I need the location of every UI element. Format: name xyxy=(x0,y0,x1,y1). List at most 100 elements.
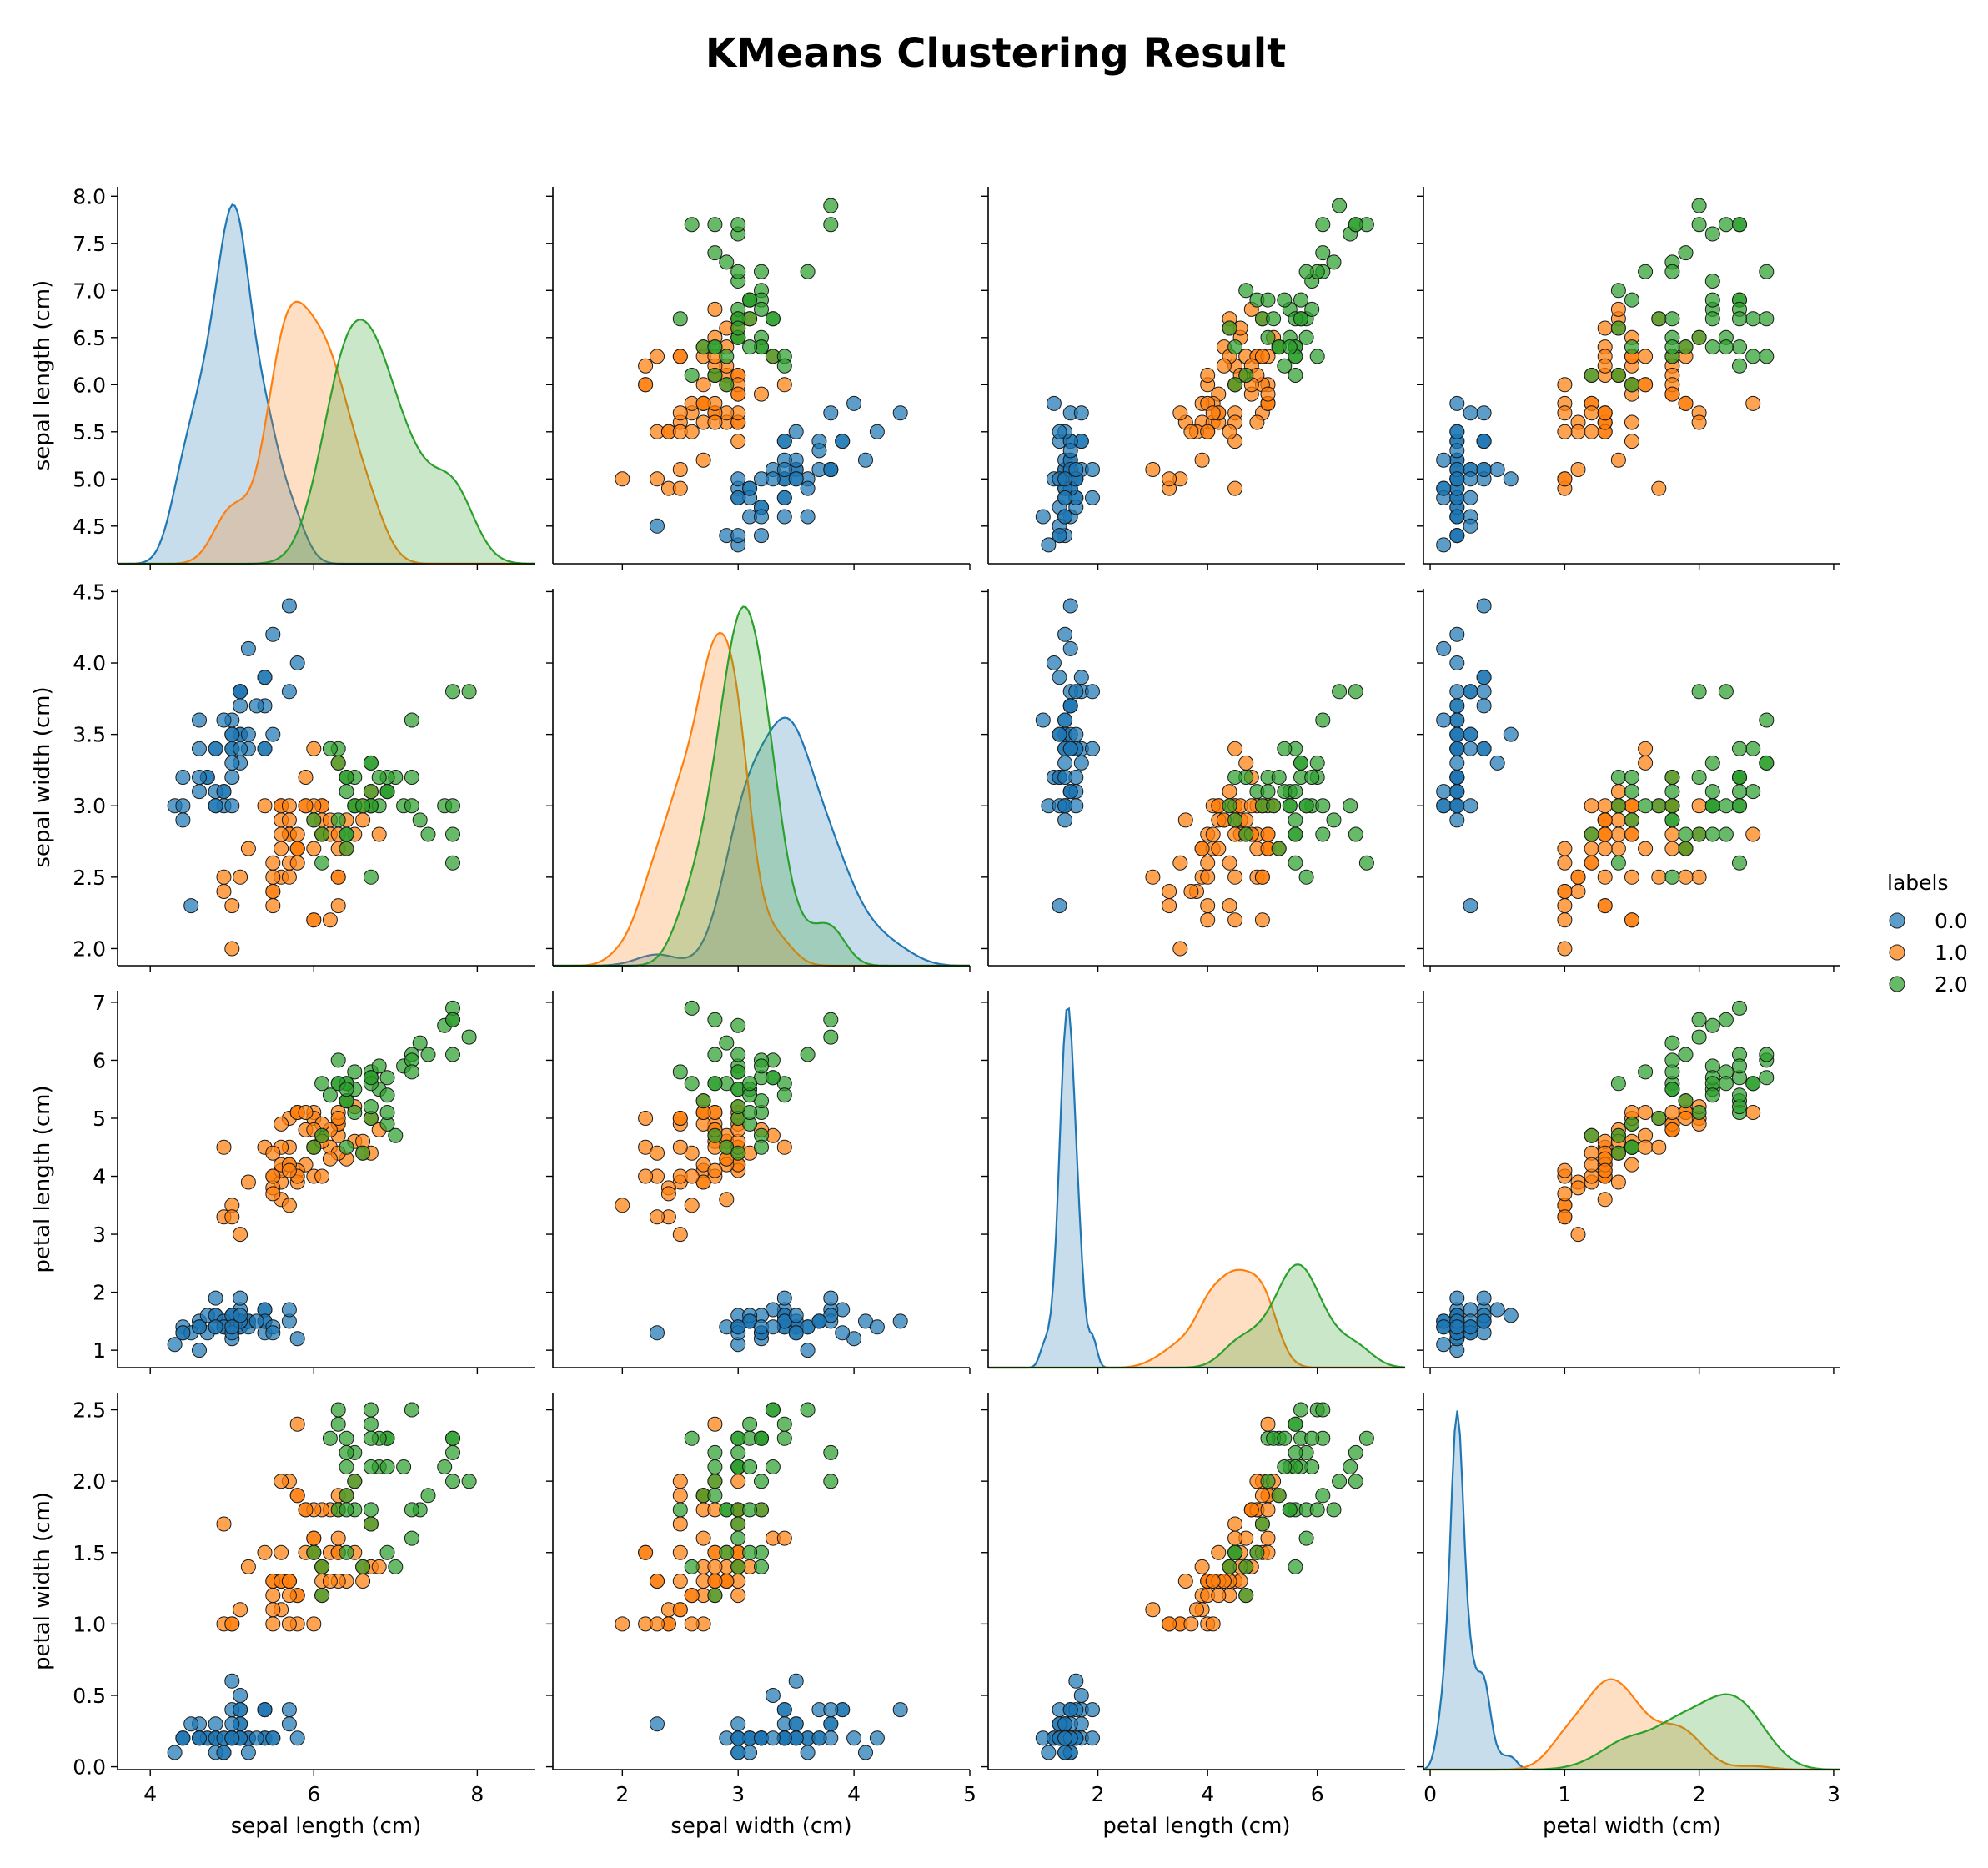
scatter-point-series-0.0 xyxy=(1463,684,1478,700)
scatter-point-series-1.0 xyxy=(330,1111,346,1126)
scatter-point-series-2.0 xyxy=(1759,311,1775,327)
scatter-point-series-1.0 xyxy=(1227,1516,1243,1532)
scatter-point-series-2.0 xyxy=(445,1012,460,1027)
scatter-point-series-2.0 xyxy=(765,311,781,327)
scatter-point-series-1.0 xyxy=(1584,841,1599,856)
scatter-point-series-2.0 xyxy=(404,1064,419,1080)
scatter-point-series-1.0 xyxy=(265,1616,281,1632)
scatter-point-series-2.0 xyxy=(1691,770,1707,785)
scatter-point-series-1.0 xyxy=(1557,884,1573,899)
scatter-point-series-2.0 xyxy=(1227,377,1243,393)
scatter-point-series-2.0 xyxy=(339,1444,354,1460)
scatter-point-series-1.0 xyxy=(1200,855,1216,871)
scatter-point-series-1.0 xyxy=(615,1198,630,1213)
scatter-point-series-0.0 xyxy=(175,1730,191,1746)
scatter-point-series-2.0 xyxy=(1664,869,1680,885)
scatter-point-series-0.0 xyxy=(1449,812,1465,828)
scatter-point-series-0.0 xyxy=(788,1325,804,1341)
scatter-point-series-0.0 xyxy=(1463,741,1478,756)
scatter-point-series-2.0 xyxy=(404,770,419,785)
scatter-point-series-1.0 xyxy=(1597,1192,1613,1208)
scatter-point-series-0.0 xyxy=(1476,698,1492,714)
scatter-point-series-1.0 xyxy=(672,1488,688,1504)
scatter-point-series-2.0 xyxy=(1651,798,1667,814)
scatter-point-series-2.0 xyxy=(363,755,379,771)
scatter-point-series-1.0 xyxy=(776,1530,792,1546)
scatter-point-series-2.0 xyxy=(1298,798,1314,814)
scatter-point-series-2.0 xyxy=(1704,1017,1720,1033)
scatter-point-series-1.0 xyxy=(1162,898,1177,914)
scatter-point-series-0.0 xyxy=(1449,1290,1465,1306)
scatter-point-series-1.0 xyxy=(1260,386,1276,402)
scatter-point-series-1.0 xyxy=(371,1559,387,1574)
scatter-point-series-2.0 xyxy=(823,1012,839,1027)
scatter-point-series-2.0 xyxy=(1304,1430,1320,1446)
y-tick-label: 5 xyxy=(93,1107,106,1131)
scatter-point-series-0.0 xyxy=(233,1702,248,1718)
scatter-point-series-1.0 xyxy=(1691,798,1707,814)
scatter-point-series-0.0 xyxy=(1041,1745,1057,1760)
scatter-point-series-2.0 xyxy=(1282,339,1298,355)
scatter-point-series-2.0 xyxy=(823,217,839,233)
scatter-point-series-2.0 xyxy=(1266,798,1282,814)
y-tick-label: 7.5 xyxy=(73,232,106,256)
panel-sepal-length-vs-petal-length xyxy=(981,187,1405,570)
scatter-point-series-1.0 xyxy=(1597,358,1613,374)
scatter-point-series-1.0 xyxy=(281,1616,297,1632)
scatter-point-series-0.0 xyxy=(1057,626,1073,642)
scatter-point-series-1.0 xyxy=(274,826,289,842)
scatter-point-series-0.0 xyxy=(788,424,804,439)
y-tick-label: 6.5 xyxy=(73,326,106,350)
scatter-point-series-2.0 xyxy=(1732,1000,1747,1016)
scatter-point-series-2.0 xyxy=(707,217,723,233)
scatter-point-series-1.0 xyxy=(1624,1157,1639,1173)
kde-fill-series-0.0 xyxy=(1423,1410,1840,1770)
scatter-point-series-2.0 xyxy=(1277,358,1293,374)
scatter-point-series-2.0 xyxy=(363,1459,379,1474)
scatter-point-series-0.0 xyxy=(1449,712,1465,728)
scatter-point-series-1.0 xyxy=(1597,320,1613,336)
scatter-point-series-2.0 xyxy=(742,339,758,355)
scatter-point-series-0.0 xyxy=(846,1730,862,1746)
scatter-point-series-0.0 xyxy=(1489,462,1505,477)
kde-fill-series-2.0 xyxy=(553,606,970,966)
scatter-point-series-0.0 xyxy=(224,1730,240,1746)
scatter-point-series-1.0 xyxy=(1260,1502,1276,1518)
scatter-point-series-2.0 xyxy=(719,1544,735,1560)
scatter-point-series-2.0 xyxy=(1664,264,1680,279)
scatter-point-series-2.0 xyxy=(1326,254,1342,270)
scatter-point-series-1.0 xyxy=(672,462,688,477)
scatter-point-series-1.0 xyxy=(672,1227,688,1243)
scatter-point-series-1.0 xyxy=(1570,1227,1586,1243)
scatter-point-series-2.0 xyxy=(1271,1488,1287,1504)
scatter-point-series-2.0 xyxy=(363,1070,379,1086)
scatter-point-series-2.0 xyxy=(330,1402,346,1418)
scatter-point-series-0.0 xyxy=(1463,471,1478,487)
scatter-point-series-1.0 xyxy=(298,1502,314,1518)
scatter-point-series-0.0 xyxy=(1052,424,1067,439)
scatter-point-series-2.0 xyxy=(339,1544,354,1560)
scatter-point-series-0.0 xyxy=(257,670,273,685)
scatter-point-series-2.0 xyxy=(1610,798,1626,814)
scatter-point-series-2.0 xyxy=(347,1064,363,1080)
scatter-point-series-1.0 xyxy=(240,1559,256,1574)
scatter-point-series-0.0 xyxy=(240,1745,256,1760)
scatter-point-series-2.0 xyxy=(379,1544,395,1560)
scatter-point-series-0.0 xyxy=(776,434,792,449)
scatter-point-series-1.0 xyxy=(216,1516,232,1532)
scatter-point-series-0.0 xyxy=(765,471,781,487)
scatter-point-series-2.0 xyxy=(754,1559,769,1574)
scatter-point-series-1.0 xyxy=(265,1168,281,1184)
y-tick-label: 5.5 xyxy=(73,420,106,444)
panel-petal-length-vs-sepal-length: 1 2 3 4 5 6 7 petal length (cm) xyxy=(30,991,535,1374)
scatter-point-series-0.0 xyxy=(208,1319,223,1335)
x-tick-label: 5 xyxy=(963,1782,976,1806)
scatter-point-series-0.0 xyxy=(800,480,816,496)
scatter-point-series-2.0 xyxy=(1704,274,1720,289)
scatter-point-series-0.0 xyxy=(1085,684,1100,700)
x-tick-label: 2 xyxy=(615,1782,629,1806)
scatter-point-series-2.0 xyxy=(322,1087,338,1103)
scatter-point-series-1.0 xyxy=(1222,424,1237,439)
scatter-point-series-2.0 xyxy=(1293,1402,1308,1418)
scatter-point-series-0.0 xyxy=(281,1716,297,1732)
